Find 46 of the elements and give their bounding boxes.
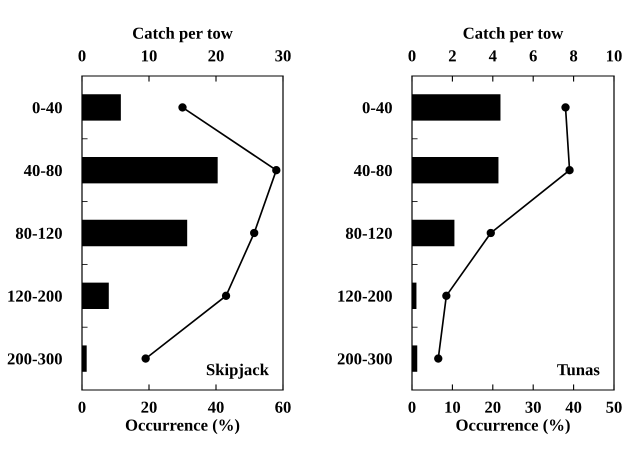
y-tick-label: 40-80 <box>354 164 392 176</box>
x2-tick-label: 8 <box>570 50 578 62</box>
x2-tick-label: 2 <box>448 50 456 62</box>
y-tick-label: 80-120 <box>346 228 392 239</box>
x-tick-label: 60 <box>275 402 291 413</box>
point <box>178 103 187 112</box>
x2-tick-label: 30 <box>275 50 291 62</box>
x2-axis-title: Catch per tow <box>133 27 233 42</box>
x-tick-label: 20 <box>141 402 157 413</box>
x-tick-label: 40 <box>565 402 582 413</box>
annotation: Skipjack <box>206 364 269 379</box>
y-tick-label: 0-40 <box>32 102 62 114</box>
y-tick-label: 200-300 <box>8 353 62 365</box>
point <box>486 228 495 238</box>
x2-tick-label: 6 <box>530 50 537 62</box>
point <box>272 166 280 174</box>
x2-tick-label: 20 <box>208 50 224 62</box>
x-tick-label: 20 <box>485 402 500 413</box>
x-tick-label: 0 <box>408 402 416 413</box>
point <box>141 354 150 363</box>
x2-tick-label: 10 <box>607 50 622 62</box>
x-tick-label: 50 <box>606 402 622 413</box>
x-tick-label: 0 <box>78 402 86 413</box>
point <box>561 103 570 112</box>
x-tick-label: 10 <box>445 402 460 413</box>
y-tick-label: 120-200 <box>8 290 62 302</box>
y-tick-label: 0-40 <box>362 102 392 114</box>
x2-tick-label: 0 <box>408 50 416 62</box>
point <box>565 166 574 174</box>
y-tick-label: 40-80 <box>24 164 62 176</box>
point <box>250 228 258 238</box>
point <box>434 354 442 363</box>
x2-axis-title: Catch per tow <box>464 27 564 42</box>
x2-tick-label: 10 <box>142 50 157 62</box>
y-tick-label: 200-300 <box>338 353 392 365</box>
point <box>442 292 451 300</box>
y-tick-label: 120-200 <box>338 290 392 302</box>
x-axis-title: Occurrence (%) <box>456 419 570 434</box>
x-tick-label: 30 <box>525 402 541 413</box>
y-tick-label: 80-120 <box>16 228 62 239</box>
annotation: Tunas <box>557 364 600 376</box>
x2-tick-label: 4 <box>488 50 497 62</box>
x-axis-title: Occurrence (%) <box>126 419 240 434</box>
x2-tick-label: 0 <box>78 50 86 62</box>
point <box>222 292 230 300</box>
x-tick-label: 40 <box>208 402 224 413</box>
